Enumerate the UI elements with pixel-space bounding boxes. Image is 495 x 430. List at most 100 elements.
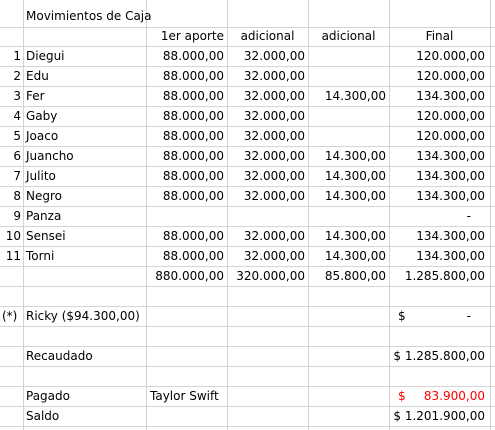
row-name[interactable]: Edu bbox=[26, 69, 49, 83]
row-additional-1[interactable]: 32.000,00 bbox=[243, 229, 305, 243]
row-name[interactable]: Torni bbox=[26, 249, 55, 263]
sheet-title[interactable]: Movimientos de Caja bbox=[26, 9, 152, 23]
header-final[interactable]: Final bbox=[425, 29, 454, 43]
total-additional-2[interactable]: 85.800,00 bbox=[324, 269, 386, 283]
row-first-contribution[interactable]: 88.000,00 bbox=[162, 109, 224, 123]
row-first-contribution[interactable] bbox=[146, 207, 224, 226]
header-additional-1[interactable]: adicional bbox=[240, 29, 295, 43]
row-number[interactable]: 5 bbox=[13, 129, 21, 143]
row-first-contribution[interactable]: 88.000,00 bbox=[162, 89, 224, 103]
row-first-contribution[interactable]: 88.000,00 bbox=[162, 149, 224, 163]
row-additional-2[interactable]: 14.300,00 bbox=[324, 189, 386, 203]
pagado-currency[interactable]: $ bbox=[398, 389, 406, 403]
pagado-label[interactable]: Pagado bbox=[26, 389, 70, 403]
row-name[interactable]: Joaco bbox=[26, 129, 59, 143]
grid-row-line bbox=[0, 346, 495, 347]
row-final[interactable]: 134.300,00 bbox=[416, 89, 485, 103]
row-first-contribution[interactable]: 88.000,00 bbox=[162, 189, 224, 203]
row-additional-2[interactable]: 14.300,00 bbox=[324, 169, 386, 183]
row-number[interactable]: 11 bbox=[5, 249, 21, 263]
header-first-contribution[interactable]: 1er aporte bbox=[160, 29, 224, 43]
row-number[interactable]: 9 bbox=[13, 209, 21, 223]
ricky-note-mark[interactable]: (*) bbox=[2, 309, 18, 323]
row-final[interactable]: 120.000,00 bbox=[416, 129, 485, 143]
grid-row-line bbox=[0, 386, 495, 387]
row-number[interactable]: 4 bbox=[13, 109, 21, 123]
row-name[interactable]: Diegui bbox=[26, 49, 65, 63]
grid-col-line bbox=[227, 0, 228, 430]
recaudado-value[interactable]: $ 1.285.800,00 bbox=[393, 349, 485, 363]
row-additional-1[interactable]: 32.000,00 bbox=[243, 189, 305, 203]
row-final[interactable]: 134.300,00 bbox=[416, 149, 485, 163]
row-additional-2[interactable]: 14.300,00 bbox=[324, 249, 386, 263]
grid-row-line bbox=[0, 66, 495, 67]
row-number[interactable]: 7 bbox=[13, 169, 21, 183]
row-additional-1[interactable]: 32.000,00 bbox=[243, 109, 305, 123]
row-final[interactable]: 134.300,00 bbox=[416, 249, 485, 263]
row-additional-1[interactable]: 32.000,00 bbox=[243, 169, 305, 183]
pagado-value[interactable]: 83.900,00 bbox=[423, 389, 485, 403]
row-additional-2[interactable] bbox=[308, 47, 386, 66]
row-name[interactable]: Fer bbox=[26, 89, 45, 103]
row-final[interactable]: 120.000,00 bbox=[416, 69, 485, 83]
row-additional-1[interactable]: 32.000,00 bbox=[243, 69, 305, 83]
row-number[interactable]: 6 bbox=[13, 149, 21, 163]
row-additional-2[interactable]: 14.300,00 bbox=[324, 149, 386, 163]
pagado-payee[interactable]: Taylor Swift bbox=[150, 389, 219, 403]
header-additional-2[interactable]: adicional bbox=[321, 29, 376, 43]
row-number[interactable]: 2 bbox=[13, 69, 21, 83]
grid-row-line bbox=[0, 126, 495, 127]
row-first-contribution[interactable]: 88.000,00 bbox=[162, 229, 224, 243]
row-first-contribution[interactable]: 88.000,00 bbox=[162, 169, 224, 183]
row-additional-1[interactable]: 32.000,00 bbox=[243, 49, 305, 63]
grid-row-line bbox=[0, 266, 495, 267]
saldo-label[interactable]: Saldo bbox=[26, 409, 60, 423]
row-final[interactable]: - bbox=[466, 209, 471, 223]
row-additional-1[interactable]: 32.000,00 bbox=[243, 149, 305, 163]
grid-row-line bbox=[0, 326, 495, 327]
row-final[interactable]: 134.300,00 bbox=[416, 169, 485, 183]
row-additional-2[interactable] bbox=[308, 107, 386, 126]
row-final[interactable]: 134.300,00 bbox=[416, 189, 485, 203]
row-number[interactable]: 1 bbox=[13, 49, 21, 63]
row-first-contribution[interactable]: 88.000,00 bbox=[162, 129, 224, 143]
row-final[interactable]: 120.000,00 bbox=[416, 109, 485, 123]
row-name[interactable]: Panza bbox=[26, 209, 62, 223]
total-additional-1[interactable]: 320.000,00 bbox=[236, 269, 305, 283]
grid-row-line bbox=[0, 106, 495, 107]
row-name[interactable]: Juancho bbox=[26, 149, 74, 163]
row-first-contribution[interactable]: 88.000,00 bbox=[162, 49, 224, 63]
row-additional-1[interactable]: 32.000,00 bbox=[243, 129, 305, 143]
grid-col-line bbox=[490, 0, 491, 430]
ricky-value[interactable]: - bbox=[466, 309, 471, 323]
row-name[interactable]: Sensei bbox=[26, 229, 66, 243]
row-additional-2[interactable] bbox=[308, 207, 386, 226]
row-first-contribution[interactable]: 88.000,00 bbox=[162, 69, 224, 83]
row-name[interactable]: Julito bbox=[26, 169, 56, 183]
row-number[interactable]: 3 bbox=[13, 89, 21, 103]
row-additional-1[interactable]: 32.000,00 bbox=[243, 249, 305, 263]
row-final[interactable]: 134.300,00 bbox=[416, 229, 485, 243]
ricky-currency[interactable]: $ bbox=[398, 309, 406, 323]
row-number[interactable]: 8 bbox=[13, 189, 21, 203]
row-additional-2[interactable] bbox=[308, 67, 386, 86]
recaudado-label[interactable]: Recaudado bbox=[26, 349, 93, 363]
row-additional-1[interactable] bbox=[227, 207, 305, 226]
grid-row-line bbox=[0, 186, 495, 187]
row-name[interactable]: Gaby bbox=[26, 109, 58, 123]
row-additional-1[interactable]: 32.000,00 bbox=[243, 89, 305, 103]
row-additional-2[interactable]: 14.300,00 bbox=[324, 229, 386, 243]
row-additional-2[interactable]: 14.300,00 bbox=[324, 89, 386, 103]
grid-col-line bbox=[146, 0, 147, 430]
row-first-contribution[interactable]: 88.000,00 bbox=[162, 249, 224, 263]
row-additional-2[interactable] bbox=[308, 127, 386, 146]
total-final[interactable]: 1.285.800,00 bbox=[404, 269, 485, 283]
row-name[interactable]: Negro bbox=[26, 189, 62, 203]
saldo-value[interactable]: $ 1.201.900,00 bbox=[393, 409, 485, 423]
row-final[interactable]: 120.000,00 bbox=[416, 49, 485, 63]
ricky-label[interactable]: Ricky ($94.300,00) bbox=[26, 309, 140, 323]
grid-row-line bbox=[0, 406, 495, 407]
total-first-contribution[interactable]: 880.000,00 bbox=[155, 269, 224, 283]
grid-row-line bbox=[0, 86, 495, 87]
row-number[interactable]: 10 bbox=[5, 229, 21, 243]
